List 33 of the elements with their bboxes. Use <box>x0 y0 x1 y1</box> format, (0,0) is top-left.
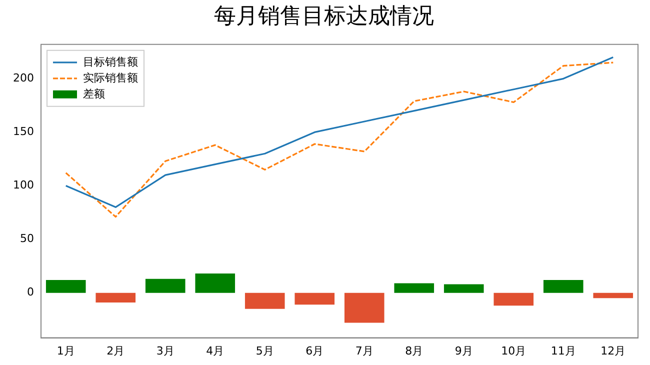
x-tick-label: 5月 <box>256 344 274 358</box>
x-tick-label: 11月 <box>550 344 576 358</box>
y-tick-label: 50 <box>20 232 34 246</box>
x-tick-label: 10月 <box>501 344 526 358</box>
bar <box>593 292 634 298</box>
bar <box>394 283 434 293</box>
bar <box>494 292 534 306</box>
x-tick-label: 7月 <box>355 344 374 358</box>
bar <box>145 278 186 293</box>
x-tick-label: 8月 <box>405 344 424 358</box>
y-tick-label: 100 <box>12 178 34 192</box>
x-tick-label: 3月 <box>156 344 174 358</box>
bar <box>96 292 136 302</box>
legend-label: 目标销售额 <box>82 55 138 68</box>
x-tick-label: 6月 <box>306 344 324 358</box>
y-tick-label: 200 <box>12 72 34 85</box>
legend-label: 差额 <box>82 87 105 100</box>
y-tick-label: 150 <box>12 125 34 138</box>
x-tick-label: 2月 <box>106 344 125 358</box>
x-tick-label: 12月 <box>600 344 626 358</box>
x-tick-label: 9月 <box>454 344 473 358</box>
bar <box>294 292 335 305</box>
legend-label: 实际销售额 <box>82 71 138 84</box>
bar <box>344 292 384 323</box>
bar <box>195 274 236 293</box>
x-tick-label: 4月 <box>206 344 224 358</box>
chart-title: 每月销售目标达成情况 <box>214 4 434 29</box>
bar <box>46 280 86 293</box>
x-tick-label: 1月 <box>56 344 75 358</box>
y-tick-label: 0 <box>26 286 34 299</box>
bar <box>543 280 584 293</box>
bar <box>244 292 285 309</box>
bar <box>444 284 484 293</box>
